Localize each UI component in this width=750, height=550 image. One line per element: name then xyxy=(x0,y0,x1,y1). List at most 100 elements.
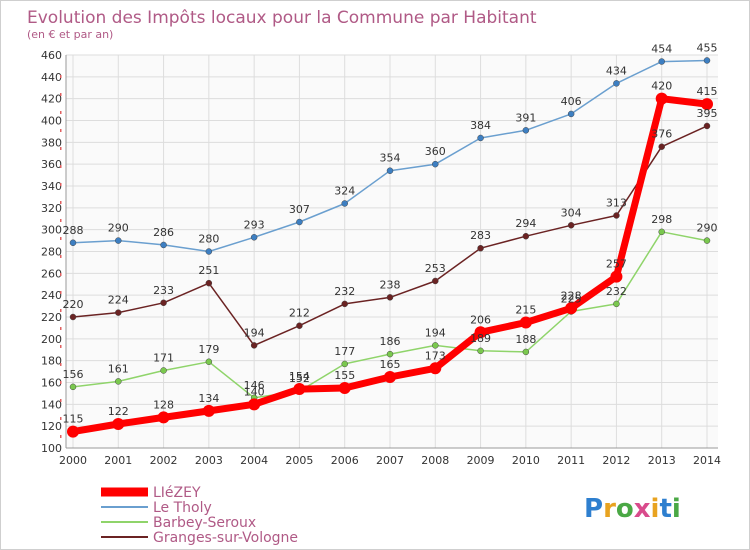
y-tick-label: 120 xyxy=(41,420,62,433)
data-label: 294 xyxy=(515,217,536,230)
y-tick-label: 200 xyxy=(41,333,62,346)
data-point xyxy=(386,167,394,174)
data-label: 194 xyxy=(425,326,446,339)
data-point xyxy=(613,212,620,219)
data-point xyxy=(477,244,484,252)
logo-letter: r xyxy=(603,494,616,524)
data-point xyxy=(115,309,122,316)
axis-tick-mark xyxy=(60,417,62,420)
x-tick-label: 2012 xyxy=(602,454,630,467)
data-point xyxy=(69,383,77,391)
x-tick-label: 2002 xyxy=(150,454,178,467)
y-tick-label: 100 xyxy=(41,442,62,455)
data-point xyxy=(205,248,213,255)
chart-title: Evolution des Impôts locaux pour la Comm… xyxy=(27,8,537,28)
data-label: 189 xyxy=(470,332,491,345)
data-point xyxy=(386,294,394,301)
y-tick-label: 280 xyxy=(41,246,62,259)
data-label: 155 xyxy=(334,369,355,382)
data-point xyxy=(429,362,442,375)
legend-entry: Granges-sur-Vologne xyxy=(153,530,298,546)
data-label: 225 xyxy=(561,293,582,306)
data-point xyxy=(522,232,530,240)
data-point xyxy=(701,98,713,111)
data-point xyxy=(613,300,620,308)
data-label: 238 xyxy=(380,278,401,291)
legend-entry: LIéZEY xyxy=(153,485,201,501)
data-point xyxy=(432,277,439,285)
axis-tick-mark xyxy=(60,291,62,294)
data-point xyxy=(115,237,122,244)
data-label: 154 xyxy=(289,370,310,383)
y-tick-label: 360 xyxy=(41,158,62,171)
y-tick-label: 180 xyxy=(41,355,62,368)
data-label: 220 xyxy=(63,298,84,311)
data-point xyxy=(205,358,213,366)
data-point xyxy=(703,237,711,244)
data-point xyxy=(610,270,623,283)
x-tick-label: 2005 xyxy=(285,454,313,467)
data-label: 232 xyxy=(606,285,627,298)
data-label: 253 xyxy=(425,262,446,275)
data-label: 224 xyxy=(108,294,129,307)
data-label: 420 xyxy=(651,80,672,93)
axis-tick-mark xyxy=(60,345,62,348)
data-label: 354 xyxy=(380,152,401,165)
data-point xyxy=(250,234,258,241)
data-label: 140 xyxy=(244,385,265,398)
logo-text: Proxiti xyxy=(584,494,681,524)
data-label: 384 xyxy=(470,119,491,132)
data-label: 298 xyxy=(651,213,672,226)
axis-tick-mark xyxy=(60,237,62,240)
data-point xyxy=(160,367,167,374)
data-point xyxy=(613,80,620,87)
data-label: 206 xyxy=(470,313,491,326)
data-point xyxy=(112,417,125,430)
chart-subtitle: (en € et par an) xyxy=(27,28,113,41)
x-tick-label: 2014 xyxy=(693,454,721,467)
data-point xyxy=(250,342,258,349)
data-point xyxy=(432,342,439,349)
y-tick-label: 340 xyxy=(41,180,62,193)
proxiti-logo: Proxiti xyxy=(584,494,681,524)
y-tick-label: 420 xyxy=(41,93,62,106)
legend-entry: Le Tholy xyxy=(153,500,212,516)
axis-tick-mark xyxy=(60,327,62,330)
data-point xyxy=(474,326,487,339)
x-tick-label: 2001 xyxy=(104,454,132,467)
data-point xyxy=(432,160,439,168)
logo-letter: x xyxy=(634,494,651,524)
axis-tick-mark xyxy=(60,147,62,150)
data-point xyxy=(341,300,348,308)
logo-letter: i xyxy=(672,494,681,524)
data-label: 304 xyxy=(561,206,582,219)
data-label: 146 xyxy=(244,379,265,392)
axis-tick-mark xyxy=(60,93,62,96)
data-label: 177 xyxy=(334,345,355,358)
axis-tick-mark xyxy=(60,201,62,204)
data-label: 280 xyxy=(198,233,219,246)
data-label: 455 xyxy=(697,41,718,54)
data-label: 454 xyxy=(651,43,672,56)
x-tick-label: 2009 xyxy=(467,454,495,467)
axis-tick-mark xyxy=(60,219,62,222)
axis-tick-mark xyxy=(60,273,62,276)
data-point xyxy=(522,127,530,134)
data-label: 290 xyxy=(108,222,129,235)
axis-tick-mark xyxy=(60,381,62,384)
x-tick-label: 2008 xyxy=(421,454,449,467)
data-point xyxy=(703,57,711,64)
axis-tick-mark xyxy=(60,399,62,402)
x-tick-label: 2003 xyxy=(195,454,223,467)
data-point xyxy=(703,122,711,130)
data-label: 233 xyxy=(153,284,174,297)
data-label: 406 xyxy=(561,95,582,108)
y-tick-label: 300 xyxy=(41,224,62,237)
data-point xyxy=(157,411,170,424)
data-point xyxy=(384,371,396,384)
y-tick-label: 140 xyxy=(41,398,62,411)
data-point xyxy=(386,350,394,358)
data-point xyxy=(338,381,351,394)
y-tick-label: 260 xyxy=(41,267,62,280)
